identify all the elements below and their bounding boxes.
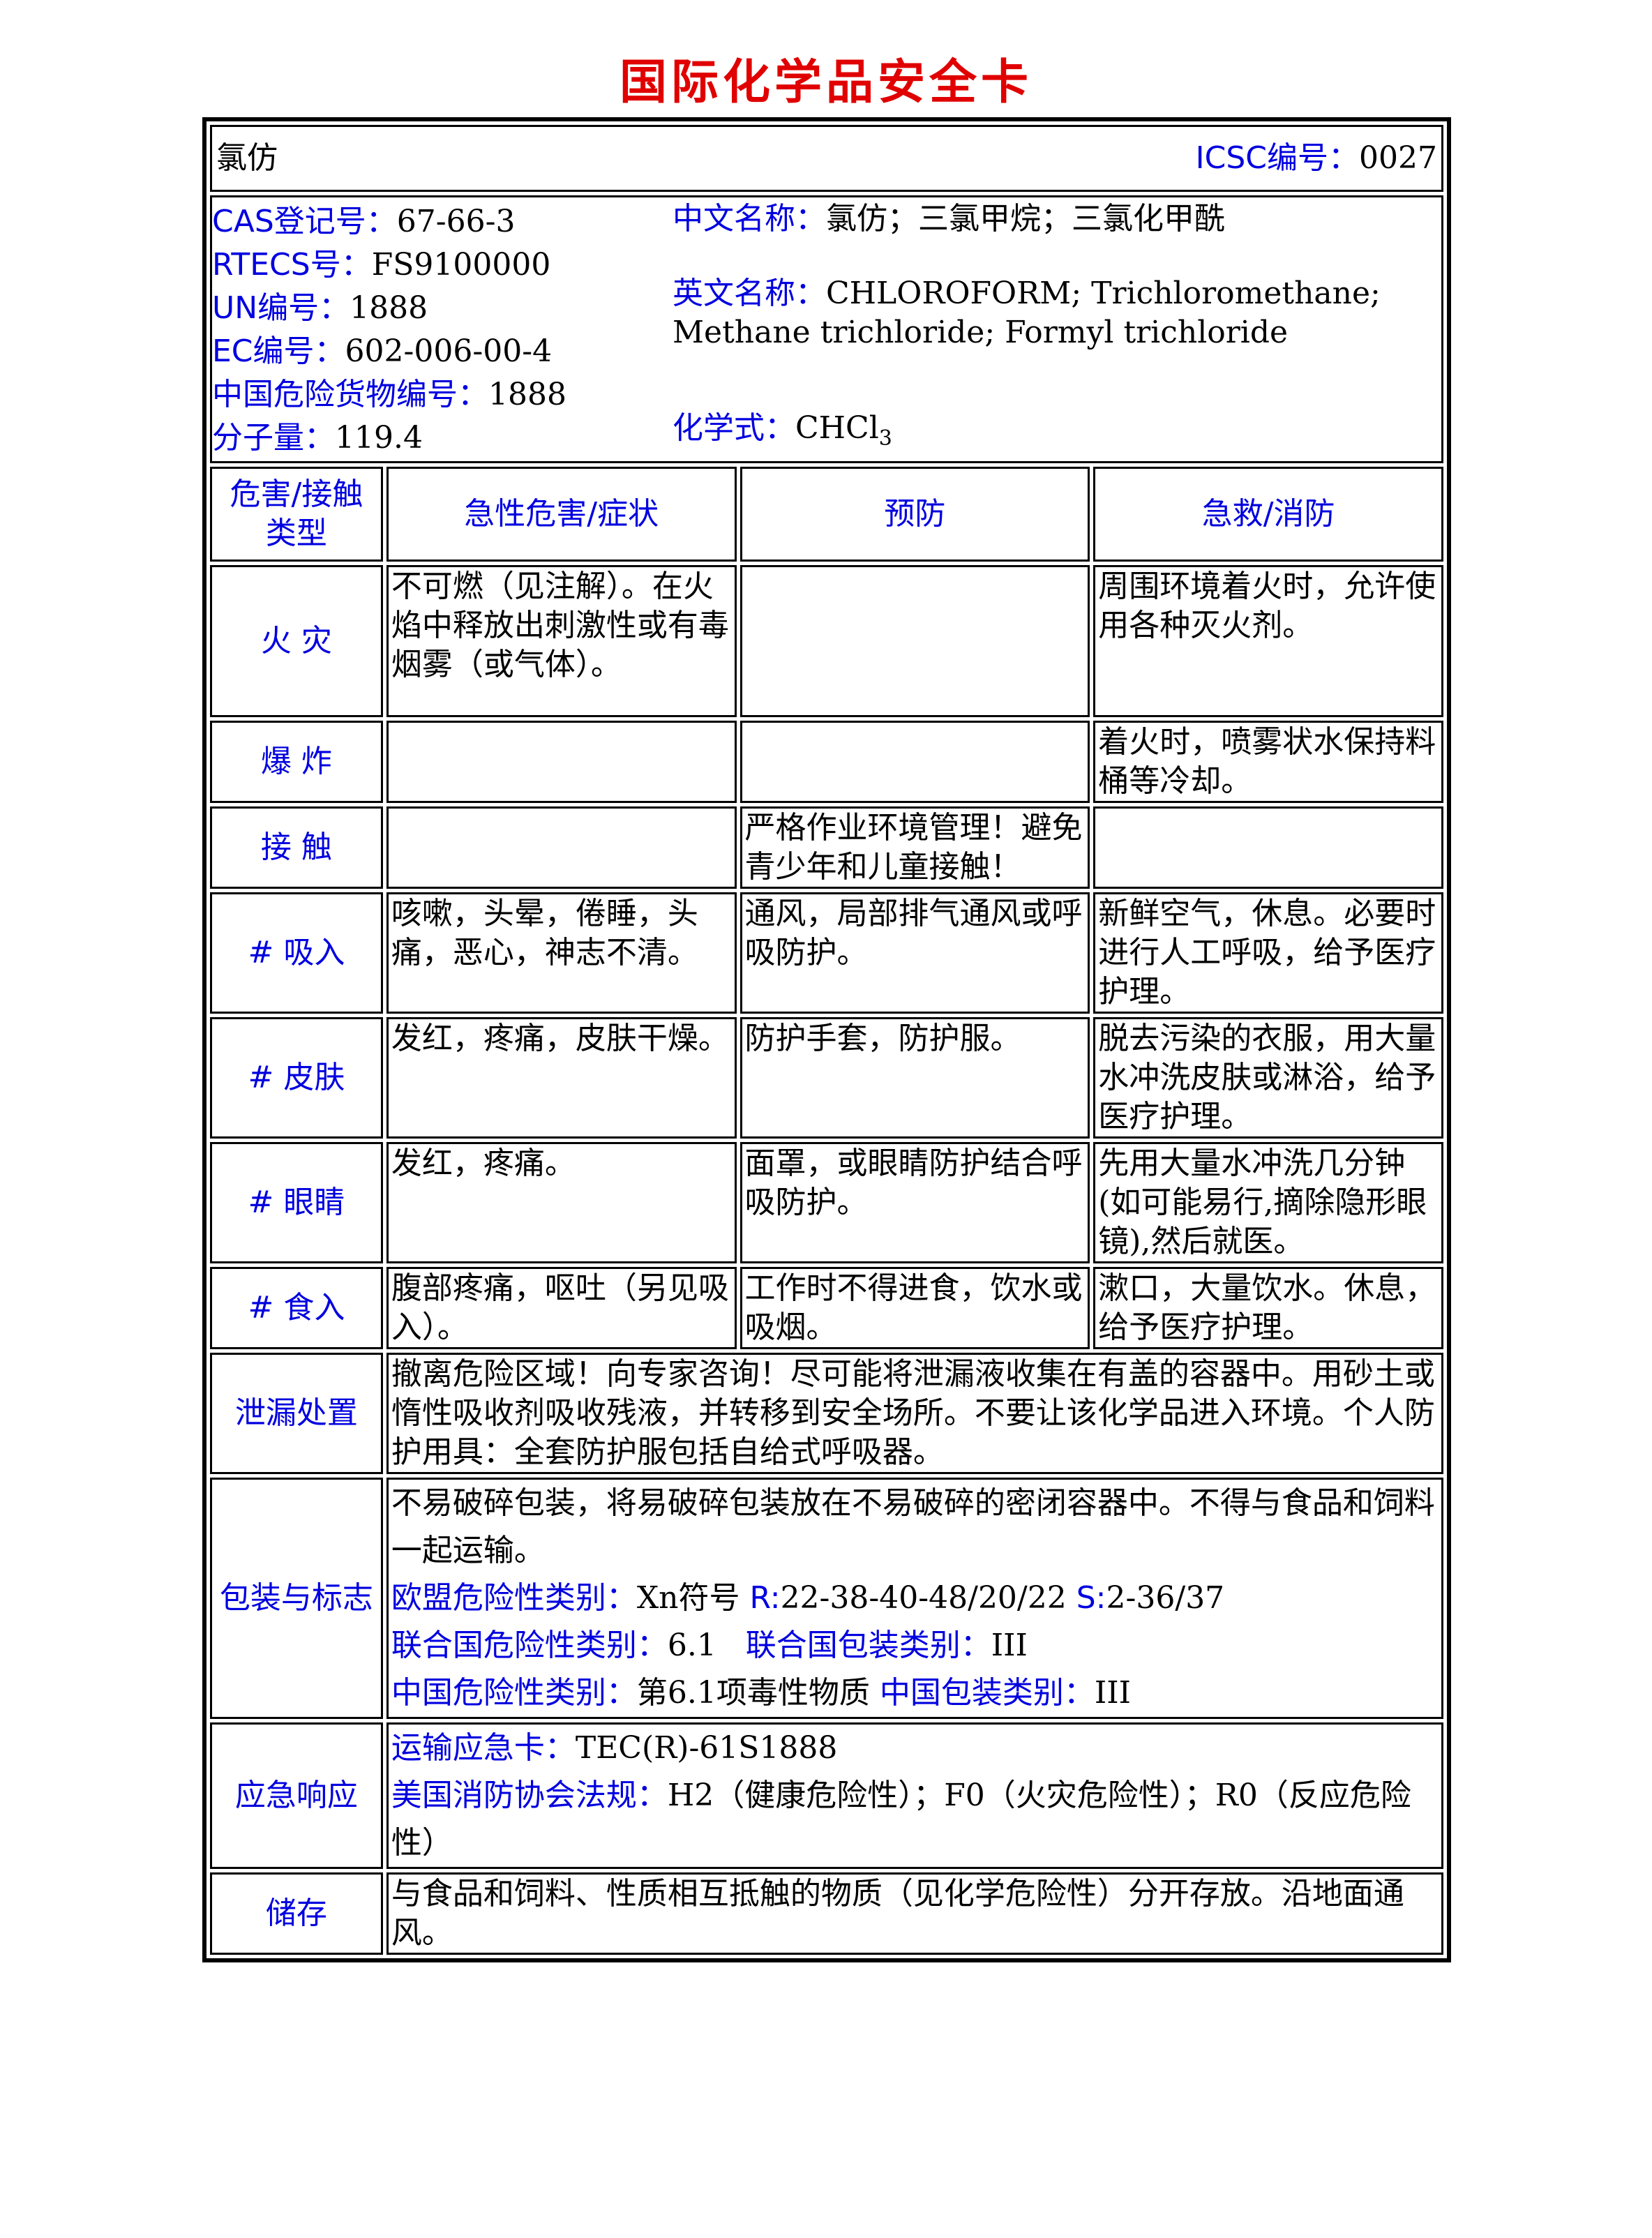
un-label: UN编号： — [212, 290, 350, 326]
prevention-cell — [739, 721, 1090, 803]
leak-label: 泄漏处置 — [210, 1353, 383, 1474]
emergency-row: 应急响应 运输应急卡：TEC(R)-61S1888 美国消防协会法规：H2（健康… — [210, 1722, 1443, 1869]
hazard-type: # 吸入 — [210, 892, 383, 1014]
formula-subscript: 3 — [878, 426, 892, 451]
r-value: 22-38-40-48/20/22 — [780, 1580, 1067, 1616]
hazard-type: # 皮肤 — [210, 1017, 383, 1139]
col-header-type: 危害/接触类型 — [210, 467, 383, 562]
rtecs-label: RTECS号： — [212, 247, 372, 283]
symptoms-cell — [386, 721, 737, 803]
s-label: S: — [1076, 1580, 1106, 1616]
mw-label: 分子量： — [212, 420, 335, 456]
emergency-label: 应急响应 — [210, 1722, 383, 1869]
leak-row: 泄漏处置 撤离危险区域！向专家咨询！尽可能将泄漏液收集在有盖的容器中。用砂土或惰… — [210, 1353, 1443, 1474]
eu-class-label: 欧盟危险性类别： — [391, 1580, 637, 1616]
icsc-label: ICSC编号： — [1195, 140, 1360, 176]
hazard-row: 爆 炸 着火时，喷雾状水保持料桶等冷却。 — [210, 721, 1443, 803]
cn-pack-value: III — [1094, 1675, 1131, 1711]
symptoms-cell: 咳嗽，头晕，倦睡，头痛，恶心，神志不清。 — [386, 892, 737, 1014]
hazard-row: # 吸入 咳嗽，头晕，倦睡，头痛，恶心，神志不清。 通风，局部排气通风或呼吸防护。新… — [210, 892, 1443, 1014]
icsc-value: 0027 — [1359, 140, 1437, 176]
mw-value: 119.4 — [335, 420, 423, 456]
formula-value: CHCl — [795, 410, 879, 446]
ec-label: EC编号： — [212, 333, 345, 369]
formula-label: 化学式： — [673, 410, 795, 446]
col-header-prevention: 预防 — [739, 467, 1090, 562]
s-value: 2-36/37 — [1106, 1580, 1225, 1616]
first-aid-cell: 脱去污染的衣服，用大量水冲洗皮肤或淋浴，给予医疗护理。 — [1093, 1017, 1443, 1139]
prevention-cell: 工作时不得进食，饮水或吸烟。 — [739, 1267, 1090, 1349]
symptoms-cell: 发红，疼痛。 — [386, 1142, 737, 1263]
storage-row: 储存 与食品和饲料、性质相互抵触的物质（见化学危险性）分开存放。沿地面通风。 — [210, 1872, 1443, 1955]
leak-text: 撤离危险区域！向专家咨询！尽可能将泄漏液收集在有盖的容器中。用砂土或惰性吸收剂吸… — [386, 1353, 1443, 1474]
symptoms-cell: 发红，疼痛，皮肤干燥。 — [386, 1017, 737, 1139]
un-class-value: 6.1 — [667, 1628, 716, 1663]
hazard-row: 火 灾不可燃（见注解）。在火焰中释放出刺激性或有毒烟雾（或气体）。 周围环境着火时… — [210, 565, 1443, 717]
cas-label: CAS登记号： — [212, 204, 397, 239]
nfpa-label: 美国消防协会法规： — [391, 1778, 668, 1813]
prevention-cell: 通风，局部排气通风或呼吸防护。 — [739, 892, 1090, 1014]
hazard-type: 火 灾 — [210, 565, 383, 717]
header-row: 氯仿 ICSC编号：0027 — [210, 125, 1443, 192]
cn-dg-label: 中国危险货物编号： — [212, 377, 488, 412]
col-header-symptoms: 急性危害/症状 — [386, 467, 737, 562]
packaging-text: 不易破碎包装，将易破碎包装放在不易破碎的密闭容器中。不得与食品和饲料一起运输。 — [391, 1485, 1435, 1568]
cn-dg-value: 1888 — [488, 377, 566, 412]
prevention-cell — [739, 565, 1090, 717]
en-name-value: CHLOROFORM; Trichloromethane; Methane tr… — [673, 276, 1381, 350]
first-aid-cell — [1093, 806, 1443, 889]
r-label: R: — [749, 1580, 781, 1616]
cn-class-value: 第6.1项毒性物质 — [636, 1675, 870, 1711]
first-aid-cell: 周围环境着火时，允许使用各种灭火剂。 — [1093, 565, 1443, 717]
hazard-row: # 眼睛 发红，疼痛。 面罩，或眼睛防护结合呼吸防护。 先用大量水冲洗几分钟(如可能易… — [210, 1142, 1443, 1263]
cas-value: 67-66-3 — [396, 204, 516, 239]
cn-name-label: 中文名称： — [673, 201, 826, 236]
ec-value: 602-006-00-4 — [345, 333, 553, 369]
page-title: 国际化学品安全卡 — [619, 55, 1032, 110]
cn-name-value: 氯仿；三氯甲烷；三氯化甲酰 — [826, 201, 1225, 236]
hazard-type: # 眼睛 — [210, 1142, 383, 1263]
hazard-row: 接 触 严格作业环境管理！避免青少年和儿童接触！ — [210, 806, 1443, 889]
storage-label: 储存 — [210, 1872, 383, 1955]
cn-class-label: 中国危险性类别： — [391, 1675, 637, 1711]
chemical-name: 氯仿 — [216, 140, 278, 176]
first-aid-cell: 新鲜空气，休息。必要时进行人工呼吸，给予医疗护理。 — [1093, 892, 1443, 1014]
info-row: CAS登记号：67-66-3 RTECS号：FS9100000 UN编号：188… — [210, 195, 1443, 463]
packaging-label: 包装与标志 — [210, 1478, 383, 1719]
hazard-row: # 皮肤 发红，疼痛，皮肤干燥。 防护手套，防护服。 脱去污染的衣服，用大量水冲洗皮肤… — [210, 1017, 1443, 1139]
first-aid-cell: 着火时，喷雾状水保持料桶等冷却。 — [1093, 721, 1443, 803]
hazard-type: # 食入 — [210, 1267, 383, 1349]
packaging-row: 包装与标志 不易破碎包装，将易破碎包装放在不易破碎的密闭容器中。不得与食品和饲料… — [210, 1478, 1443, 1719]
first-aid-cell: 先用大量水冲洗几分钟(如可能易行,摘除隐形眼镜),然后就医。 — [1093, 1142, 1443, 1263]
column-header-row: 危害/接触类型 急性危害/症状 预防 急救/消防 — [210, 467, 1443, 562]
storage-text: 与食品和饲料、性质相互抵触的物质（见化学危险性）分开存放。沿地面通风。 — [386, 1872, 1443, 1955]
prevention-cell: 严格作业环境管理！避免青少年和儿童接触！ — [739, 806, 1090, 889]
en-name-label: 英文名称： — [673, 276, 826, 311]
hazard-row: # 食入 腹部疼痛，呕吐（另见吸入）。 工作时不得进食，饮水或吸烟。 漱口，大量饮水。… — [210, 1267, 1443, 1349]
transport-card-label: 运输应急卡： — [391, 1730, 576, 1766]
un-class-label: 联合国危险性类别： — [391, 1628, 668, 1663]
transport-card-value: TEC(R)-61S1888 — [575, 1730, 838, 1766]
un-pack-value: III — [991, 1628, 1028, 1663]
first-aid-cell: 漱口，大量饮水。休息，给予医疗护理。 — [1093, 1267, 1443, 1349]
un-pack-label: 联合国包装类别： — [745, 1628, 991, 1663]
hazard-type: 接 触 — [210, 806, 383, 889]
prevention-cell: 面罩，或眼睛防护结合呼吸防护。 — [739, 1142, 1090, 1263]
symptoms-cell: 腹部疼痛，呕吐（另见吸入）。 — [386, 1267, 737, 1349]
safety-card-table: 氯仿 ICSC编号：0027 CAS登记号：67-66-3 RTECS号：FS9… — [202, 117, 1451, 1962]
eu-class-value: Xn符号 — [636, 1580, 740, 1616]
prevention-cell: 防护手套，防护服。 — [739, 1017, 1090, 1139]
hazard-type: 爆 炸 — [210, 721, 383, 803]
un-value: 1888 — [350, 290, 428, 326]
col-header-first-aid: 急救/消防 — [1093, 467, 1443, 562]
symptoms-cell: 不可燃（见注解）。在火焰中释放出刺激性或有毒烟雾（或气体）。 — [386, 565, 737, 717]
nfpa-value: H2（健康危险性）；F0（火灾危险性）；R0（反应危险性） — [391, 1778, 1411, 1861]
rtecs-value: FS9100000 — [371, 247, 551, 283]
symptoms-cell — [386, 806, 737, 889]
cn-pack-label: 中国包装类别： — [879, 1675, 1095, 1711]
